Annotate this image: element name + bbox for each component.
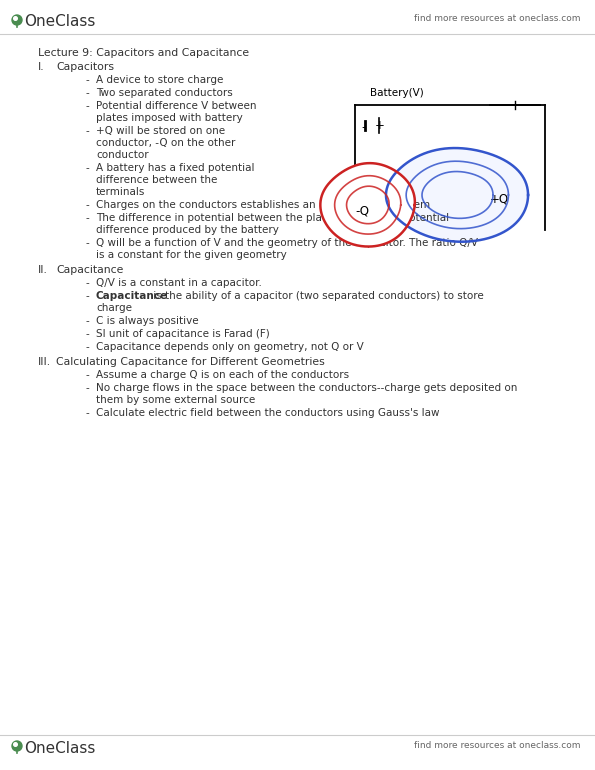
Text: -: -: [85, 342, 89, 352]
Text: A battery has a fixed potential: A battery has a fixed potential: [96, 163, 255, 173]
Text: C is always positive: C is always positive: [96, 316, 199, 326]
Text: Q will be a function of V and the geometry of the capacitor. The ratio Q/V: Q will be a function of V and the geomet…: [96, 238, 478, 248]
Text: -: -: [85, 200, 89, 210]
Text: terminals: terminals: [96, 187, 145, 197]
Text: Capacitance depends only on geometry, not Q or V: Capacitance depends only on geometry, no…: [96, 342, 364, 352]
Polygon shape: [386, 148, 528, 242]
Text: difference produced by the battery: difference produced by the battery: [96, 225, 279, 235]
Text: No charge flows in the space between the conductors--charge gets deposited on: No charge flows in the space between the…: [96, 383, 518, 393]
Text: -: -: [85, 291, 89, 301]
Text: Lecture 9: Capacitors and Capacitance: Lecture 9: Capacitors and Capacitance: [38, 48, 249, 58]
Text: -: -: [85, 88, 89, 98]
Text: conductor: conductor: [96, 150, 149, 160]
Text: Charges on the conductors establishes an E field between them: Charges on the conductors establishes an…: [96, 200, 430, 210]
Circle shape: [14, 743, 17, 746]
Text: -: -: [85, 126, 89, 136]
Text: I.: I.: [38, 62, 45, 72]
Text: Capacitors: Capacitors: [56, 62, 114, 72]
Text: -: -: [85, 163, 89, 173]
Text: -: -: [85, 278, 89, 288]
Text: Calculate electric field between the conductors using Gauss's law: Calculate electric field between the con…: [96, 408, 440, 418]
Text: -: -: [85, 75, 89, 85]
Text: is a constant for the given geometry: is a constant for the given geometry: [96, 250, 287, 260]
Text: Calculating Capacitance for Different Geometries: Calculating Capacitance for Different Ge…: [56, 357, 325, 367]
Text: +Q: +Q: [490, 193, 509, 206]
Text: Capacitance: Capacitance: [56, 265, 123, 275]
Text: A device to store charge: A device to store charge: [96, 75, 223, 85]
Text: II.: II.: [38, 265, 48, 275]
Text: -: -: [85, 383, 89, 393]
Text: Potential difference V between: Potential difference V between: [96, 101, 256, 111]
Text: -: -: [85, 101, 89, 111]
Text: OneClass: OneClass: [24, 741, 95, 756]
Text: -: -: [85, 238, 89, 248]
Polygon shape: [320, 163, 415, 246]
Text: OneClass: OneClass: [24, 14, 95, 29]
Text: Battery(V): Battery(V): [370, 88, 424, 98]
Text: is the ability of a capacitor (two separated conductors) to store: is the ability of a capacitor (two separ…: [150, 291, 484, 301]
Text: charge: charge: [96, 303, 132, 313]
Text: -: -: [85, 329, 89, 339]
Text: them by some external source: them by some external source: [96, 395, 255, 405]
Text: -: -: [85, 213, 89, 223]
Text: conductor, -Q on the other: conductor, -Q on the other: [96, 138, 236, 148]
Text: find more resources at oneclass.com: find more resources at oneclass.com: [414, 741, 580, 750]
Text: III.: III.: [38, 357, 51, 367]
Text: difference between the: difference between the: [96, 175, 217, 185]
Circle shape: [14, 17, 17, 20]
Text: -: -: [85, 316, 89, 326]
Text: SI unit of capacitance is Farad (F): SI unit of capacitance is Farad (F): [96, 329, 270, 339]
Text: -: -: [85, 408, 89, 418]
Text: Assume a charge Q is on each of the conductors: Assume a charge Q is on each of the cond…: [96, 370, 349, 380]
Text: Q/V is a constant in a capacitor.: Q/V is a constant in a capacitor.: [96, 278, 262, 288]
Text: Two separated conductors: Two separated conductors: [96, 88, 233, 98]
Text: -Q: -Q: [355, 205, 369, 218]
Circle shape: [12, 15, 22, 25]
Circle shape: [12, 741, 22, 751]
Text: Capacitance: Capacitance: [96, 291, 168, 301]
Text: The difference in potential between the plates s equal the potential: The difference in potential between the …: [96, 213, 449, 223]
Text: +Q will be stored on one: +Q will be stored on one: [96, 126, 225, 136]
Text: +: +: [375, 119, 385, 132]
Text: plates imposed with battery: plates imposed with battery: [96, 113, 243, 123]
Text: -: -: [361, 121, 365, 134]
Text: -: -: [85, 370, 89, 380]
Text: find more resources at oneclass.com: find more resources at oneclass.com: [414, 14, 580, 23]
